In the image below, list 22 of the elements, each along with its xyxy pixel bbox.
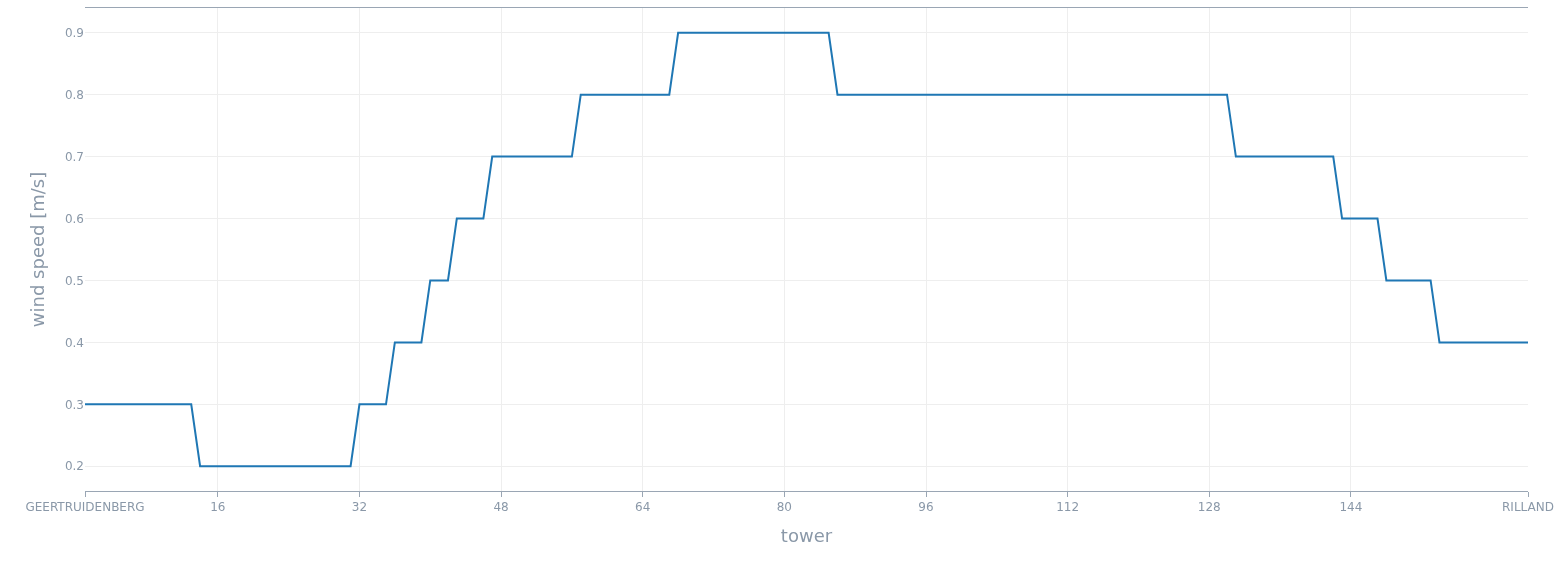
- x-tick-label: RILLAND: [1502, 500, 1554, 515]
- y-tick-label: 0.4: [64, 335, 84, 350]
- x-tick-label: 96: [918, 500, 934, 515]
- x-tick-label: 64: [635, 500, 651, 515]
- x-tick-label: 16: [210, 500, 226, 515]
- x-tick-label: 48: [493, 500, 509, 515]
- x-tick-label: 112: [1056, 500, 1080, 515]
- y-tick-label: 0.9: [64, 25, 84, 40]
- x-tick-label: 128: [1197, 500, 1221, 515]
- x-axis-title: tower: [780, 524, 833, 546]
- y-axis-title: wind speed [m/s]: [27, 171, 49, 328]
- y-tick-label: 0.8: [64, 87, 84, 102]
- y-tick-label: 0.5: [64, 273, 84, 288]
- y-tick-label: 0.2: [64, 459, 84, 474]
- x-tick-label: 144: [1339, 500, 1363, 515]
- x-tick-label: 32: [351, 500, 368, 515]
- y-tick-label: 0.7: [64, 149, 84, 164]
- x-tick-label: GEERTRUIDENBERG: [25, 500, 145, 515]
- line-series: [85, 31, 1528, 468]
- x-tick-label: 80: [776, 500, 793, 515]
- y-tick-label: 0.6: [64, 211, 84, 226]
- y-tick-label: 0.3: [64, 397, 84, 412]
